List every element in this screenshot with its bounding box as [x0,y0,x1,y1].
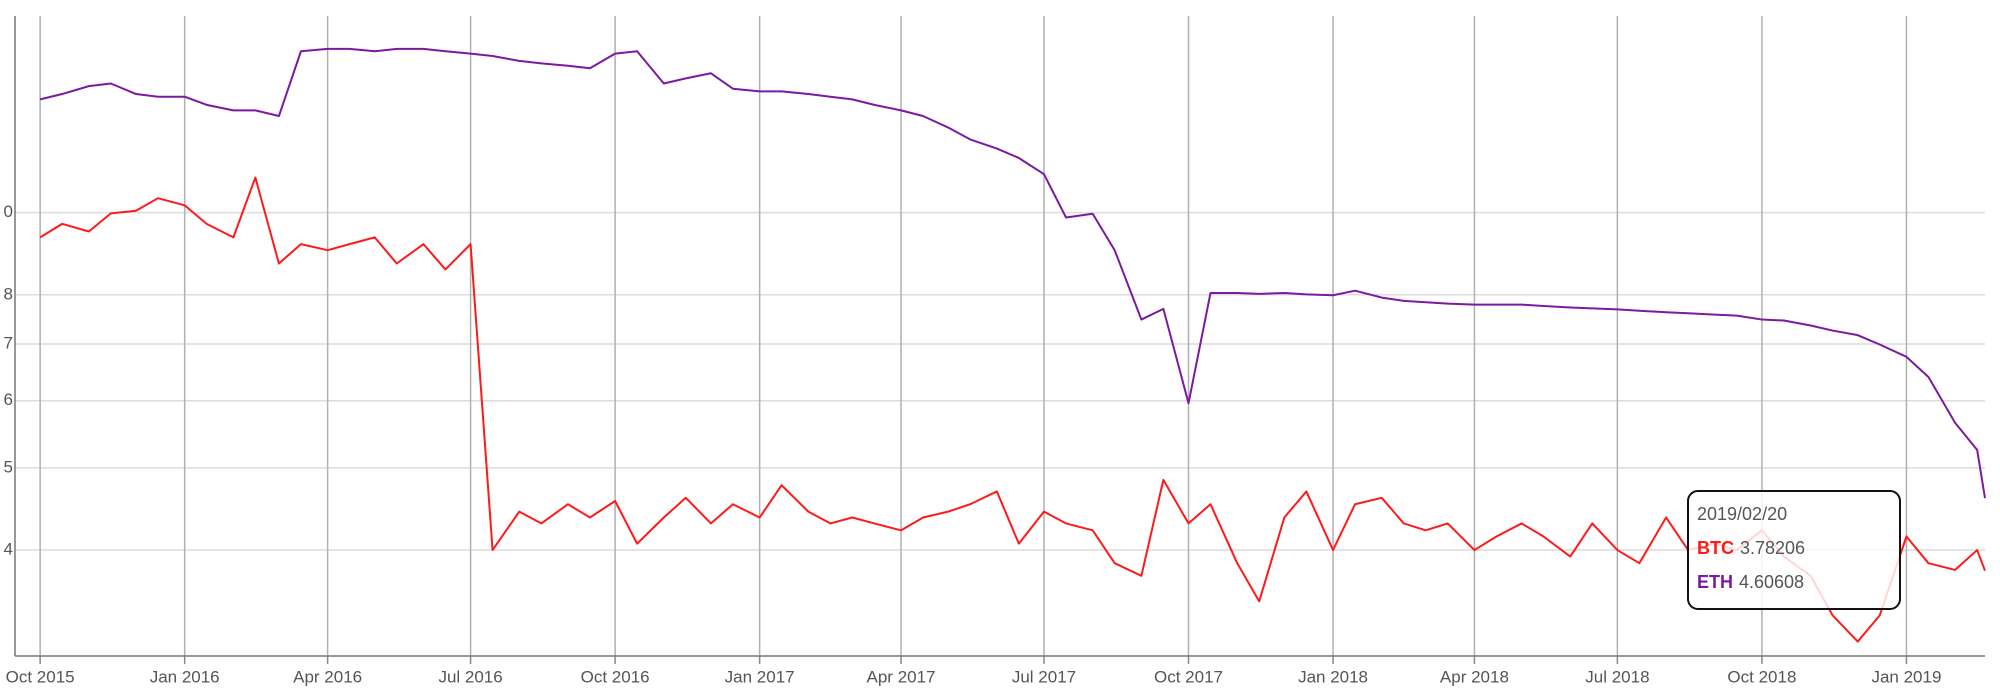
x-tick-label: Apr 2018 [1440,667,1509,686]
x-tick-label: Oct 2017 [1154,667,1223,686]
x-tick-label: Jul 2016 [438,667,502,686]
x-tick-label: Oct 2018 [1727,667,1796,686]
tooltip-series-name: ETH [1697,572,1733,592]
tooltip-value: 3.78206 [1740,538,1805,558]
x-tick-label: Jul 2017 [1012,667,1076,686]
y-tick-label: 0 [4,202,13,221]
tooltip: 2019/02/20 BTC 3.78206 ETH 4.60608 [1687,490,1901,610]
y-tick-label: 7 [4,333,13,352]
y-tick-label: 4 [4,540,13,559]
tooltip-value: 4.60608 [1739,572,1804,592]
tooltip-row: BTC 3.78206 [1697,538,1805,558]
x-tick-label: Jan 2017 [725,667,795,686]
line-series [39,47,1986,499]
x-tick-label: Jan 2016 [150,667,220,686]
tooltip-row: ETH 4.60608 [1697,572,1804,592]
y-tick-label: 5 [4,457,13,476]
y-tick-label: 6 [4,390,13,409]
x-tick-label: Oct 2016 [581,667,650,686]
tooltip-date: 2019/02/20 [1697,504,1787,524]
x-tick-label: Jul 2018 [1585,667,1649,686]
x-tick-label: Apr 2016 [293,667,362,686]
x-tick-label: Apr 2017 [867,667,936,686]
x-tick-label: Jan 2019 [1871,667,1941,686]
y-tick-label: 8 [4,284,13,303]
tooltip-box [1687,490,1901,610]
x-tick-label: Jan 2018 [1298,667,1368,686]
x-tick-label: Oct 2015 [6,667,75,686]
line-series [39,176,1986,643]
tooltip-series-name: BTC [1697,538,1734,558]
